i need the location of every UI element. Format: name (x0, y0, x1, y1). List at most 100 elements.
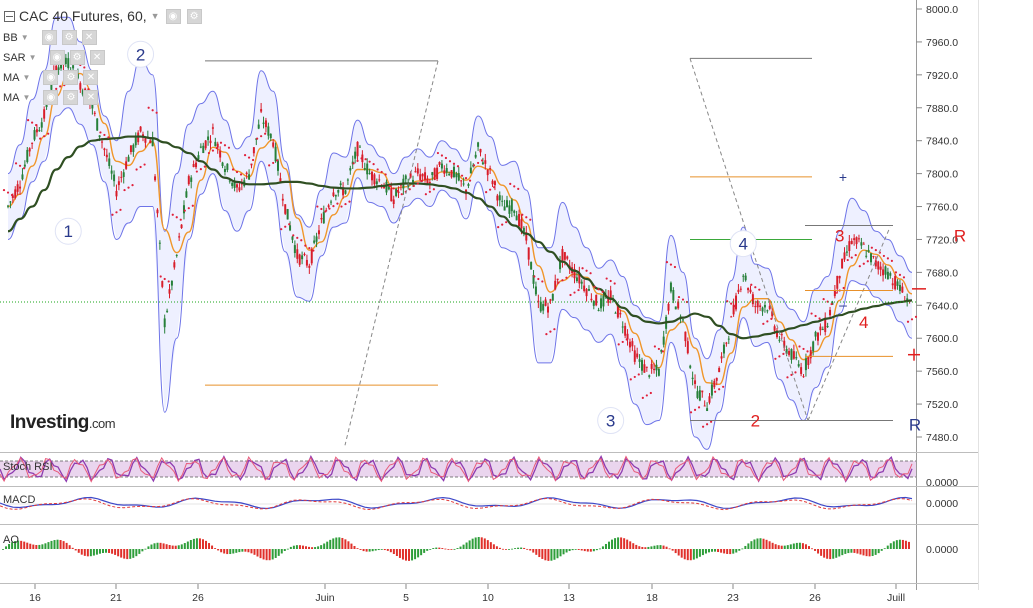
ao-bar (665, 546, 668, 549)
ao-bar (795, 542, 798, 549)
indicator-ma-2[interactable]: MA ▼ ◉ ⚙ ✕ (3, 90, 99, 105)
ao-bar (192, 538, 195, 549)
candle-body (785, 348, 788, 354)
sar-dot (280, 228, 283, 231)
ao-bar (226, 549, 229, 555)
chevron-down-icon[interactable]: ▼ (28, 53, 37, 62)
ao-bar (235, 549, 238, 553)
sar-dot (207, 151, 211, 155)
eye-icon[interactable]: ◉ (41, 30, 57, 45)
candle-body (101, 141, 104, 143)
ao-bar (159, 542, 162, 549)
ao-bar (426, 549, 429, 551)
ao-bar (489, 542, 492, 549)
candle-body (546, 306, 549, 313)
ao-bar (314, 547, 317, 549)
ao-bar (389, 549, 392, 553)
ao-bar (77, 549, 80, 553)
chevron-down-icon[interactable]: ▼ (22, 73, 31, 82)
eye-icon[interactable]: ◉ (43, 70, 59, 85)
sar-dot (649, 391, 652, 395)
close-icon[interactable]: ✕ (83, 70, 99, 85)
sar-dot (288, 223, 291, 226)
ao-bar (398, 549, 401, 558)
sar-dot (501, 223, 504, 226)
gear-icon[interactable]: ⚙ (61, 30, 77, 45)
candle-body (457, 173, 460, 181)
sar-dot (489, 188, 492, 191)
sar-dot (480, 159, 484, 162)
plus-marker: + (839, 169, 847, 185)
eye-icon[interactable]: ◉ (49, 50, 65, 65)
sar-dot (316, 205, 319, 208)
ao-bar (417, 549, 420, 558)
gear-icon[interactable]: ⚙ (69, 50, 85, 65)
ao-bar (229, 549, 232, 555)
candle-body (26, 149, 29, 163)
candle-body (530, 262, 533, 270)
indicator-ma-1[interactable]: MA ▼ ◉ ⚙ ✕ (3, 70, 99, 85)
sar-dot (27, 119, 30, 122)
gear-icon[interactable]: ⚙ (186, 8, 202, 24)
sar-dot (332, 205, 335, 208)
ao-bar (17, 540, 20, 549)
candle-body (563, 252, 566, 260)
sar-dot (276, 159, 279, 162)
close-icon[interactable]: ✕ (89, 50, 105, 65)
candle-body (332, 192, 335, 196)
ao-bar (217, 549, 220, 551)
ao-bar (62, 541, 65, 549)
candle-body (843, 252, 846, 260)
ao-bar (707, 549, 710, 553)
ao-bar (286, 548, 289, 550)
ao-bar (111, 549, 114, 554)
y-tick-label: 7880.0 (926, 103, 958, 115)
candle-body (64, 57, 67, 64)
ma-slow-line (7, 135, 913, 340)
candle-body (481, 162, 484, 165)
candle-body (267, 126, 270, 136)
ao-bar (726, 549, 729, 554)
indicator-bb[interactable]: BB ▼ ◉ ⚙ ✕ (3, 30, 97, 45)
candle-body (619, 312, 622, 315)
candle-body (812, 341, 815, 352)
ao-bar (150, 544, 153, 549)
macd-signal-line (0, 497, 913, 511)
ao-bar (50, 540, 53, 549)
gear-icon[interactable]: ⚙ (63, 90, 79, 105)
sar-dot (874, 249, 877, 252)
ao-bar (735, 549, 738, 553)
sar-dot (842, 286, 845, 290)
candle-body (238, 187, 241, 191)
candle-body (662, 336, 665, 345)
sar-dots (2, 61, 918, 428)
candle-body (691, 377, 694, 380)
ao-bar (80, 549, 83, 555)
eye-icon[interactable]: ◉ (43, 90, 59, 105)
gear-icon[interactable]: ⚙ (63, 70, 79, 85)
stoch-k-line (0, 455, 913, 483)
collapse-icon[interactable] (4, 10, 15, 22)
y-tick-label: 7480.0 (926, 432, 958, 444)
candle-body (129, 145, 132, 153)
candle-body (508, 205, 511, 214)
chevron-down-icon[interactable]: ▼ (22, 93, 31, 102)
candle-body (43, 109, 46, 119)
chevron-down-icon[interactable]: ▼ (20, 33, 29, 42)
sar-dot (175, 216, 178, 219)
chevron-down-icon[interactable]: ▼ (150, 11, 160, 21)
candle-body (132, 144, 135, 152)
sar-dot (171, 213, 174, 216)
close-icon[interactable]: ✕ (81, 30, 97, 45)
ao-bar (747, 543, 750, 549)
eye-icon[interactable]: ◉ (165, 8, 181, 24)
close-icon[interactable]: ✕ (83, 90, 99, 105)
candle-body (477, 142, 480, 147)
indicator-sar[interactable]: SAR ▼ ◉ ⚙ ✕ (3, 50, 105, 65)
sar-dot (468, 179, 472, 182)
candle-body (163, 318, 166, 328)
candle-body (542, 304, 545, 311)
candle-body (737, 289, 740, 293)
candle-body (317, 230, 320, 235)
